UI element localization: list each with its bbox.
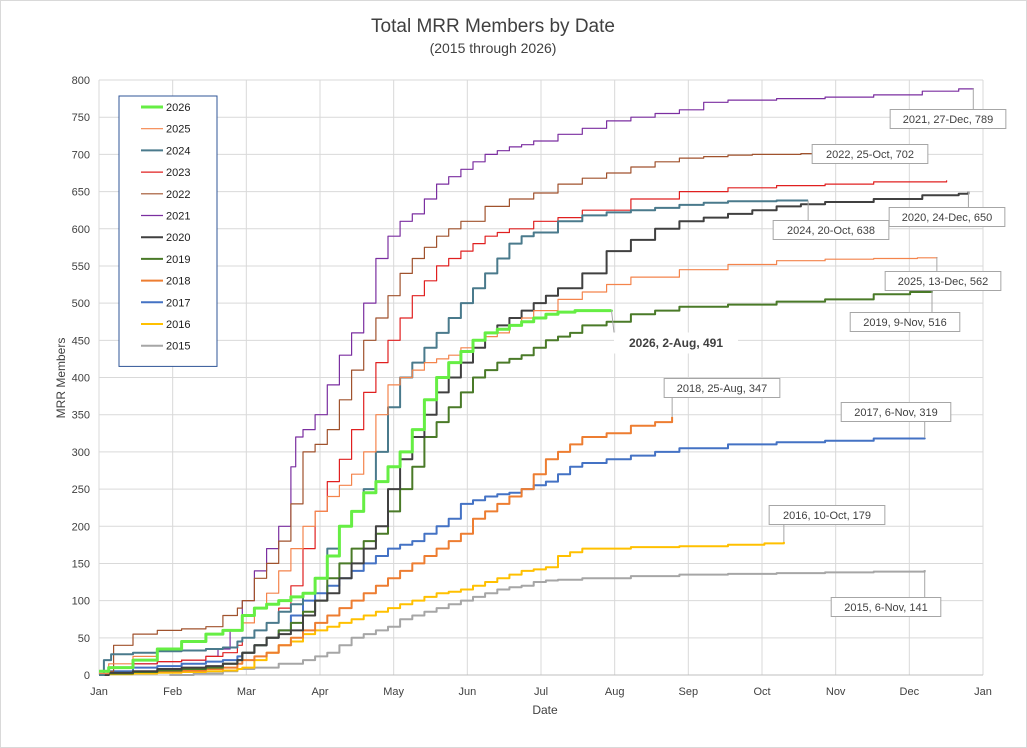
y-tick-label: 350 xyxy=(72,410,90,422)
callout-box-2024 xyxy=(772,220,890,240)
chart-subtitle: (2015 through 2026) xyxy=(430,40,557,56)
callout-box-2015 xyxy=(830,597,942,617)
annotation-layer: 2026, 2-Aug, 491 2025, 13-Dec, 562 2024, 2… xyxy=(610,88,1007,617)
x-axis-label: Date xyxy=(532,703,558,717)
callout-box-2017 xyxy=(840,402,952,422)
legend-label-2016: 2016 xyxy=(166,319,190,331)
y-tick-label: 150 xyxy=(72,558,90,570)
legend-label-2015: 2015 xyxy=(166,341,190,353)
data-label-2015: 2015, 6-Nov, 141 xyxy=(844,602,928,614)
series-layer xyxy=(99,88,974,676)
data-label-2017: 2017, 6-Nov, 319 xyxy=(854,407,938,419)
y-tick-label: 450 xyxy=(72,335,90,347)
x-tick-label: Jun xyxy=(458,686,476,698)
y-tick-label: 500 xyxy=(72,298,90,310)
data-label-2024: 2024, 20-Oct, 638 xyxy=(787,225,875,237)
series-line-2023 xyxy=(99,180,948,675)
x-tick-label: Feb xyxy=(163,686,182,698)
x-tick-label: Jan xyxy=(974,686,992,698)
data-label-2018: 2018, 25-Aug, 347 xyxy=(677,383,768,395)
y-tick-label: 300 xyxy=(72,447,90,459)
y-tick-label: 700 xyxy=(72,149,90,161)
legend-label-2024: 2024 xyxy=(166,145,190,157)
callout-box-2021 xyxy=(889,109,1007,129)
data-label-2021: 2021, 27-Dec, 789 xyxy=(903,114,994,126)
y-tick-label: 800 xyxy=(72,75,90,87)
y-tick-label: 750 xyxy=(72,112,90,124)
chart-title: Total MRR Members by Date xyxy=(371,16,615,37)
legend: 2026 2025 2024 2023 2022 2021 2020 2019 2018 2017… xyxy=(118,95,218,367)
callout-box-2026 xyxy=(614,332,738,354)
y-tick-label: 400 xyxy=(72,373,90,385)
legend-box xyxy=(118,95,218,367)
y-tick-label: 550 xyxy=(72,261,90,273)
callout-box-2020 xyxy=(888,207,1006,227)
data-label-2016: 2016, 10-Oct, 179 xyxy=(783,510,871,522)
legend-label-2020: 2020 xyxy=(166,232,190,244)
callout-leader-2026 xyxy=(610,309,615,333)
series-line-2015 xyxy=(169,570,926,676)
callout-box-2019 xyxy=(849,312,961,332)
series-line-2026 xyxy=(99,309,613,673)
series-line-2025 xyxy=(99,257,938,675)
data-label-2019: 2019, 9-Nov, 516 xyxy=(863,317,947,329)
y-axis-label: MRR Members xyxy=(54,338,68,419)
series-line-2020 xyxy=(99,191,970,676)
data-label-2022: 2022, 25-Oct, 702 xyxy=(826,149,914,161)
callout-box-2022 xyxy=(811,144,929,164)
y-tick-label: 250 xyxy=(72,484,90,496)
legend-label-2018: 2018 xyxy=(166,276,190,288)
series-line-2021 xyxy=(99,88,974,672)
y-tick-label: 600 xyxy=(72,224,90,236)
legend-label-2026: 2026 xyxy=(166,102,190,114)
x-tick-label: Dec xyxy=(900,686,920,698)
data-label-2020: 2020, 24-Dec, 650 xyxy=(902,212,993,224)
series-line-2016 xyxy=(99,541,785,676)
callout-box-2018 xyxy=(663,378,781,398)
series-line-2022 xyxy=(99,152,821,672)
series-line-2017 xyxy=(99,437,926,676)
callout-box-2016 xyxy=(768,505,886,525)
callout-box-2025 xyxy=(884,271,1002,291)
legend-label-2023: 2023 xyxy=(166,167,190,179)
legend-label-2019: 2019 xyxy=(166,254,190,266)
data-label-2026: 2026, 2-Aug, 491 xyxy=(629,336,723,350)
x-tick-label: Oct xyxy=(753,686,770,698)
y-tick-label: 650 xyxy=(72,187,90,199)
series-line-2019 xyxy=(99,291,933,676)
legend-label-2017: 2017 xyxy=(166,297,190,309)
x-tick-label: May xyxy=(383,686,404,698)
x-tick-label: Nov xyxy=(826,686,846,698)
y-tick-label: 200 xyxy=(72,521,90,533)
x-tick-label: Mar xyxy=(237,686,256,698)
x-tick-label: Jan xyxy=(90,686,108,698)
y-tick-label: 0 xyxy=(84,670,90,682)
x-tick-label: Aug xyxy=(605,686,625,698)
y-tick-label: 100 xyxy=(72,596,90,608)
x-tick-label: Jul xyxy=(534,686,548,698)
x-tick-label: Sep xyxy=(679,686,699,698)
legend-label-2021: 2021 xyxy=(166,211,190,223)
series-line-2024 xyxy=(99,199,809,676)
legend-label-2022: 2022 xyxy=(166,189,190,201)
data-label-2025: 2025, 13-Dec, 562 xyxy=(898,276,989,288)
series-line-2018 xyxy=(99,416,674,676)
legend-label-2025: 2025 xyxy=(166,124,190,136)
x-tick-label: Apr xyxy=(311,686,328,698)
y-tick-label: 50 xyxy=(78,633,90,645)
